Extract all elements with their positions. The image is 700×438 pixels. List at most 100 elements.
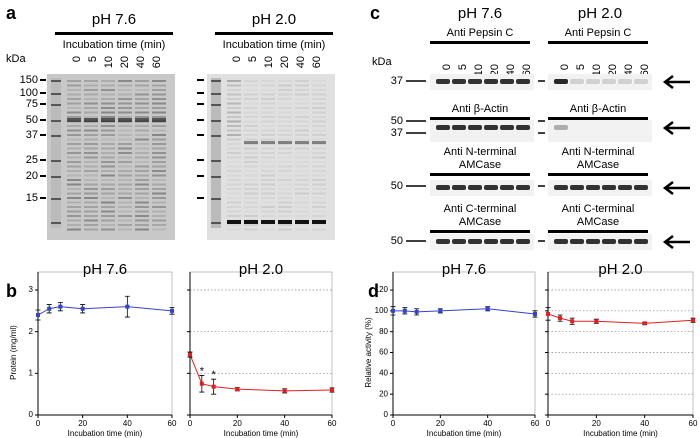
band bbox=[295, 211, 309, 213]
band bbox=[312, 179, 326, 181]
band bbox=[227, 129, 241, 132]
label: Anti β-Actin bbox=[570, 103, 626, 115]
band bbox=[152, 129, 166, 132]
band bbox=[227, 134, 241, 136]
band bbox=[312, 125, 326, 127]
band bbox=[101, 134, 115, 136]
band bbox=[84, 165, 98, 168]
label: 1 bbox=[29, 368, 34, 377]
band bbox=[295, 84, 309, 87]
blot-band bbox=[586, 185, 600, 190]
band bbox=[118, 219, 132, 222]
band bbox=[84, 188, 98, 190]
band bbox=[67, 80, 81, 82]
ladder-band bbox=[211, 160, 221, 162]
marker bbox=[199, 381, 204, 386]
label: 10 bbox=[263, 56, 275, 68]
band bbox=[278, 107, 292, 109]
band bbox=[67, 118, 81, 122]
arrow bbox=[662, 181, 690, 195]
band bbox=[261, 116, 275, 118]
blot-band bbox=[618, 185, 632, 190]
band bbox=[244, 134, 258, 136]
band bbox=[67, 84, 81, 87]
band bbox=[101, 107, 115, 109]
band bbox=[135, 143, 149, 145]
band bbox=[312, 134, 326, 136]
band bbox=[152, 170, 166, 172]
band bbox=[312, 141, 326, 144]
band bbox=[67, 210, 81, 213]
label: 0 bbox=[384, 410, 389, 419]
label: 40 bbox=[123, 419, 132, 428]
band bbox=[84, 107, 98, 109]
label: 37 bbox=[391, 127, 403, 139]
band bbox=[101, 210, 115, 213]
label: 150 bbox=[20, 74, 38, 86]
label: 100 bbox=[20, 87, 38, 99]
label: 20 bbox=[436, 419, 445, 428]
band bbox=[295, 112, 309, 114]
band bbox=[227, 125, 241, 127]
band bbox=[152, 84, 166, 87]
band bbox=[101, 147, 115, 150]
label: a bbox=[6, 3, 17, 23]
ladder bbox=[51, 78, 61, 228]
band bbox=[244, 170, 258, 172]
band bbox=[295, 170, 309, 172]
band bbox=[295, 206, 309, 208]
band bbox=[295, 120, 309, 123]
band bbox=[244, 93, 258, 96]
ladder-band bbox=[211, 176, 221, 178]
band bbox=[312, 192, 326, 195]
label: Incubation time (min) bbox=[68, 429, 143, 438]
label: * bbox=[200, 365, 205, 377]
blot-band bbox=[452, 79, 466, 84]
band bbox=[312, 102, 326, 105]
band bbox=[244, 116, 258, 118]
band bbox=[312, 188, 326, 190]
band bbox=[261, 197, 275, 199]
band bbox=[227, 220, 241, 224]
label: 10 bbox=[473, 64, 485, 76]
band bbox=[101, 197, 115, 199]
band bbox=[244, 152, 258, 154]
label: Anti C-terminal bbox=[444, 203, 517, 215]
band bbox=[135, 219, 149, 222]
label: 50 bbox=[391, 115, 403, 127]
band bbox=[295, 165, 309, 168]
band bbox=[152, 219, 166, 222]
band bbox=[244, 192, 258, 195]
band bbox=[152, 98, 166, 100]
band bbox=[118, 201, 132, 204]
band bbox=[84, 147, 98, 150]
label: kDa bbox=[6, 53, 26, 65]
band bbox=[101, 111, 115, 114]
band bbox=[244, 197, 258, 199]
blot-band bbox=[468, 79, 482, 84]
band bbox=[244, 125, 258, 127]
band bbox=[84, 201, 98, 204]
blot-band bbox=[468, 239, 482, 244]
band bbox=[261, 174, 275, 177]
band bbox=[295, 80, 309, 82]
band bbox=[101, 125, 115, 127]
band bbox=[101, 219, 115, 222]
band bbox=[227, 201, 241, 204]
blot-band bbox=[500, 125, 514, 130]
band bbox=[312, 138, 326, 141]
band bbox=[101, 138, 115, 141]
band bbox=[152, 138, 166, 141]
band bbox=[152, 206, 166, 208]
marker bbox=[438, 308, 443, 313]
band bbox=[244, 141, 258, 144]
band bbox=[101, 118, 115, 122]
band bbox=[135, 84, 149, 87]
bar bbox=[548, 173, 648, 176]
band bbox=[227, 84, 241, 87]
label: 20 bbox=[26, 170, 38, 182]
blot-band bbox=[484, 79, 498, 84]
band bbox=[152, 152, 166, 154]
plot-frame bbox=[189, 271, 333, 416]
gel bbox=[47, 74, 175, 240]
